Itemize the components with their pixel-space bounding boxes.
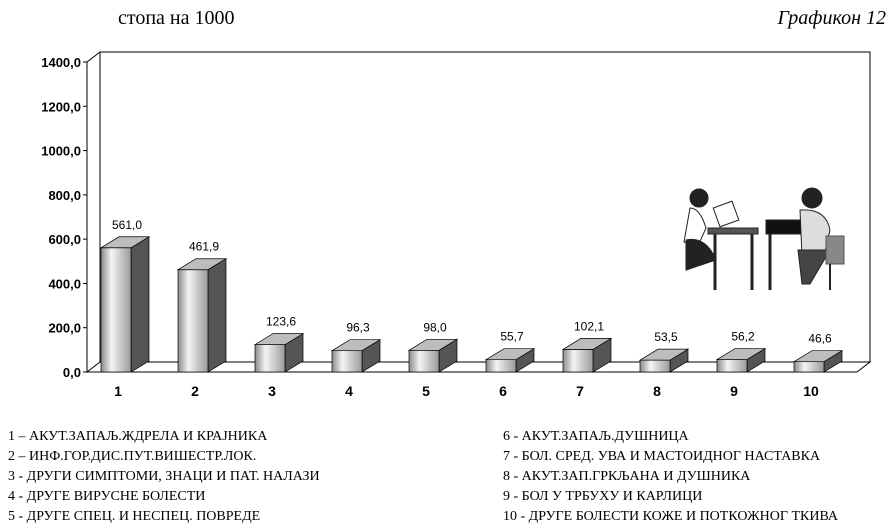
legend-text: 8 - АКУТ.ЗАП.ГРКЉАНА И ДУШНИКА (503, 469, 751, 484)
chart-title: стопа на 1000 (118, 7, 235, 29)
y-tick-label: 1000,0 (41, 144, 81, 159)
bar-side (207, 258, 227, 373)
legend-text: 4 - ДРУГЕ ВИРУСНЕ БОЛЕСТИ (8, 489, 205, 504)
bar (793, 361, 825, 373)
bar-top (176, 258, 228, 271)
legend-text: 6 - АКУТ.ЗАПАЉ.ДУШНИЦА (503, 429, 690, 444)
bar-top (792, 350, 844, 363)
value-label: 98,0 (423, 320, 447, 334)
x-tick-label: 6 (499, 383, 507, 399)
x-tick-label: 10 (803, 383, 819, 399)
bar-top (484, 348, 536, 361)
bar (408, 349, 440, 373)
chart-subtitle: Графикон 12 (776, 7, 886, 29)
bar-top (715, 348, 767, 360)
bar (639, 359, 671, 373)
bar (177, 269, 209, 373)
x-tick-label: 4 (345, 383, 353, 399)
bar-side (130, 236, 150, 373)
value-label: 96,3 (346, 321, 370, 335)
legend-text: 7 - БОЛ. СРЕД. УВА И МАСТОИДНОГ НАСТАВКА (503, 449, 821, 464)
bar-top (99, 236, 151, 249)
value-label: 102,1 (574, 319, 604, 333)
value-label: 53,5 (654, 330, 678, 344)
legend-text: 2 – ИНФ.ГОР.ДИС.ПУТ.ВИШЕСТР.ЛОК. (8, 449, 256, 464)
x-tick-label: 2 (191, 383, 199, 399)
bar (254, 344, 286, 373)
x-tick-label: 8 (653, 383, 661, 399)
y-tick-label: 0,0 (63, 365, 81, 380)
bar-top (407, 338, 459, 351)
bar (100, 247, 132, 373)
bar-top (330, 339, 382, 352)
legend-text: 10 - ДРУГЕ БОЛЕСТИ КОЖЕ И ПОТКОЖНОГ ТКИВ… (503, 509, 839, 524)
back-wall (86, 51, 871, 362)
value-label: 56,2 (731, 330, 755, 344)
bar (331, 350, 363, 373)
y-tick-label: 800,0 (48, 188, 81, 203)
y-tick-label: 1400,0 (41, 55, 81, 70)
value-label: 55,7 (500, 330, 524, 344)
x-tick-label: 1 (114, 383, 122, 399)
x-tick-label: 9 (730, 383, 738, 399)
y-tick-label: 200,0 (48, 321, 81, 336)
value-label: 46,6 (808, 332, 832, 346)
value-label: 561,0 (112, 218, 142, 232)
value-label: 461,9 (189, 240, 219, 254)
y-tick-label: 600,0 (48, 232, 81, 247)
x-tick-label: 7 (576, 383, 584, 399)
clipart (683, 187, 845, 290)
y-tick-label: 1200,0 (41, 99, 81, 114)
legend-text: 1 – АКУТ.ЗАПАЉ.ЖДРЕЛА И КРАЈНИКА (8, 429, 268, 444)
x-tick-label: 3 (268, 383, 276, 399)
bar (485, 359, 517, 373)
bar-top (638, 348, 690, 361)
bar-top (253, 333, 305, 345)
value-label: 123,6 (266, 315, 296, 329)
legend-text: 3 - ДРУГИ СИМПТОМИ, ЗНАЦИ И ПАТ. НАЛАЗИ (8, 469, 320, 484)
x-tick-label: 5 (422, 383, 430, 399)
y-tick-label: 400,0 (48, 276, 81, 291)
legend-text: 5 - ДРУГЕ СПЕЦ. И НЕСПЕЦ. ПОВРЕДЕ (8, 509, 260, 524)
legend-text: 9 - БОЛ У ТРБУХУ И КАРЛИЦИ (503, 489, 702, 504)
bar-top (561, 338, 613, 350)
bar (562, 349, 594, 373)
bar (716, 359, 748, 373)
